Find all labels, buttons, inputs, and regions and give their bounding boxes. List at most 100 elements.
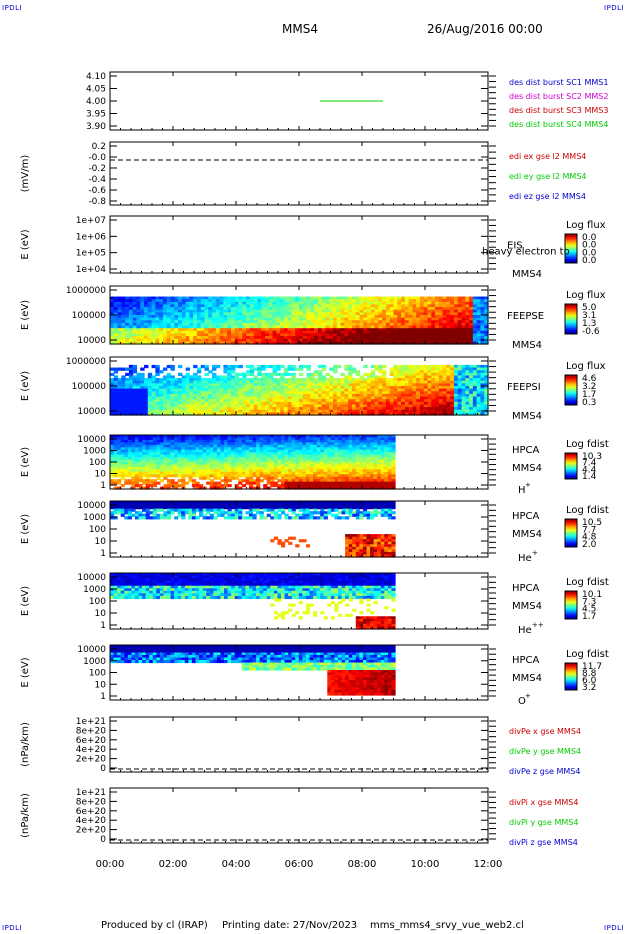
spectrogram-pixel xyxy=(234,312,240,316)
spectrogram-pixel xyxy=(295,393,300,398)
spectrogram-pixel xyxy=(131,454,136,458)
spectrogram-pixel xyxy=(385,333,391,337)
spectrogram-pixel xyxy=(170,391,175,395)
spectrogram-pixel xyxy=(329,315,334,319)
spectrogram-pixel xyxy=(234,457,239,461)
spectrogram-pixel xyxy=(281,452,286,456)
spectrogram-pixel xyxy=(266,474,271,478)
spectrogram-pixel xyxy=(480,328,485,332)
spectrogram-pixel xyxy=(245,471,250,475)
spectrogram-pixel xyxy=(216,459,222,463)
spectrogram-pixel xyxy=(162,399,168,403)
spectrogram-pixel xyxy=(174,386,179,390)
spectrogram-pixel xyxy=(370,409,376,413)
spectrogram-pixel xyxy=(438,391,444,395)
spectrogram-pixel xyxy=(367,412,372,416)
spectrogram-pixel xyxy=(178,320,183,324)
spectrogram-pixel xyxy=(166,396,172,400)
spectrogram-pixel xyxy=(256,486,261,490)
spectrogram-pixel xyxy=(195,457,200,461)
spectrogram-pixel xyxy=(465,372,470,377)
spectrogram-pixel xyxy=(127,459,132,463)
spectrogram-pixel xyxy=(295,336,300,340)
spectrogram-pixel xyxy=(465,367,470,371)
spectrogram-pixel xyxy=(329,391,334,395)
spectrogram-pixel xyxy=(178,412,183,416)
spectrogram-pixel xyxy=(457,383,463,387)
spectrogram-pixel xyxy=(204,333,209,337)
spectrogram-pixel xyxy=(435,320,440,324)
spectrogram-pixel xyxy=(178,304,183,308)
spectrogram-pixel xyxy=(325,304,330,308)
spectrogram-pixel xyxy=(242,315,247,319)
spectrogram-pixel xyxy=(431,396,436,400)
spectrogram-pixel xyxy=(295,391,300,395)
spectrogram-pixel xyxy=(314,338,319,342)
spectrogram-pixel xyxy=(340,317,345,321)
spectrogram-pixel xyxy=(193,299,198,303)
spectrogram-pixel xyxy=(185,391,190,395)
spectrogram-pixel xyxy=(363,328,368,332)
spectrogram-pixel xyxy=(457,370,463,374)
spectrogram-pixel xyxy=(155,404,160,408)
spectrogram-pixel xyxy=(457,364,463,369)
spectrogram-pixel xyxy=(163,464,168,468)
spectrogram-pixel xyxy=(446,309,451,313)
spectrogram-pixel xyxy=(136,322,141,327)
spectrogram-pixel xyxy=(170,396,175,400)
spectrogram-pixel xyxy=(291,399,296,403)
spectrogram-pixel xyxy=(249,341,255,345)
spectrogram-pixel xyxy=(355,435,360,439)
spectrogram-pixel xyxy=(220,484,225,488)
spectrogram-pixel xyxy=(264,393,270,398)
spectrogram-pixel xyxy=(178,301,183,306)
spectrogram-pixel xyxy=(385,296,391,300)
spectrogram-pixel xyxy=(340,338,345,342)
spectrogram-pixel xyxy=(125,320,130,324)
spectrogram-pixel xyxy=(159,454,165,458)
spectrogram-pixel xyxy=(264,322,270,327)
spectrogram-pixel xyxy=(121,328,126,332)
spectrogram-pixel xyxy=(127,466,132,470)
spectrogram-pixel xyxy=(476,304,482,308)
spectrogram-pixel xyxy=(149,466,154,470)
spectrogram-pixel xyxy=(316,437,321,441)
spectrogram-pixel xyxy=(174,442,179,446)
spectrogram-pixel xyxy=(246,309,251,313)
spectrogram-pixel xyxy=(280,393,285,398)
spectrogram-pixel xyxy=(280,296,285,300)
spectrogram-pixel xyxy=(374,328,379,332)
spectrogram-pixel xyxy=(484,380,489,384)
spectrogram-pixel xyxy=(446,336,451,340)
spectrogram-pixel xyxy=(185,396,190,400)
spectrogram-pixel xyxy=(472,312,478,316)
spectrogram-pixel xyxy=(283,299,289,303)
spectrogram-pixel xyxy=(314,325,319,329)
spectrogram-pixel xyxy=(309,486,314,490)
spectrogram-pixel xyxy=(334,484,339,488)
spectrogram-pixel xyxy=(314,399,319,403)
spectrogram-pixel xyxy=(355,301,361,306)
spectrogram-pixel xyxy=(476,404,482,408)
spectrogram-pixel xyxy=(132,409,138,413)
spectrogram-pixel xyxy=(238,330,243,335)
spectrogram-pixel xyxy=(363,315,368,319)
spectrogram-pixel xyxy=(484,317,489,321)
spectrogram-pixel xyxy=(438,396,444,400)
spectrogram-pixel xyxy=(151,404,156,408)
spectrogram-pixel xyxy=(249,412,255,416)
spectrogram-pixel xyxy=(404,401,410,406)
spectrogram-pixel xyxy=(132,341,138,345)
spectrogram-pixel xyxy=(427,388,432,392)
spectrogram-pixel xyxy=(484,372,489,377)
spectrogram-pixel xyxy=(329,312,334,316)
spectrogram-pixel xyxy=(213,442,218,446)
spectrogram-pixel xyxy=(253,312,259,316)
spectrogram-pixel xyxy=(336,407,342,411)
spectrogram-pixel xyxy=(334,479,339,483)
spectrogram-pixel xyxy=(329,296,334,300)
spectrogram-pixel xyxy=(378,393,383,398)
spectrogram-pixel xyxy=(370,388,376,392)
spectrogram-pixel xyxy=(128,388,134,392)
spectrogram-pixel xyxy=(438,409,444,413)
